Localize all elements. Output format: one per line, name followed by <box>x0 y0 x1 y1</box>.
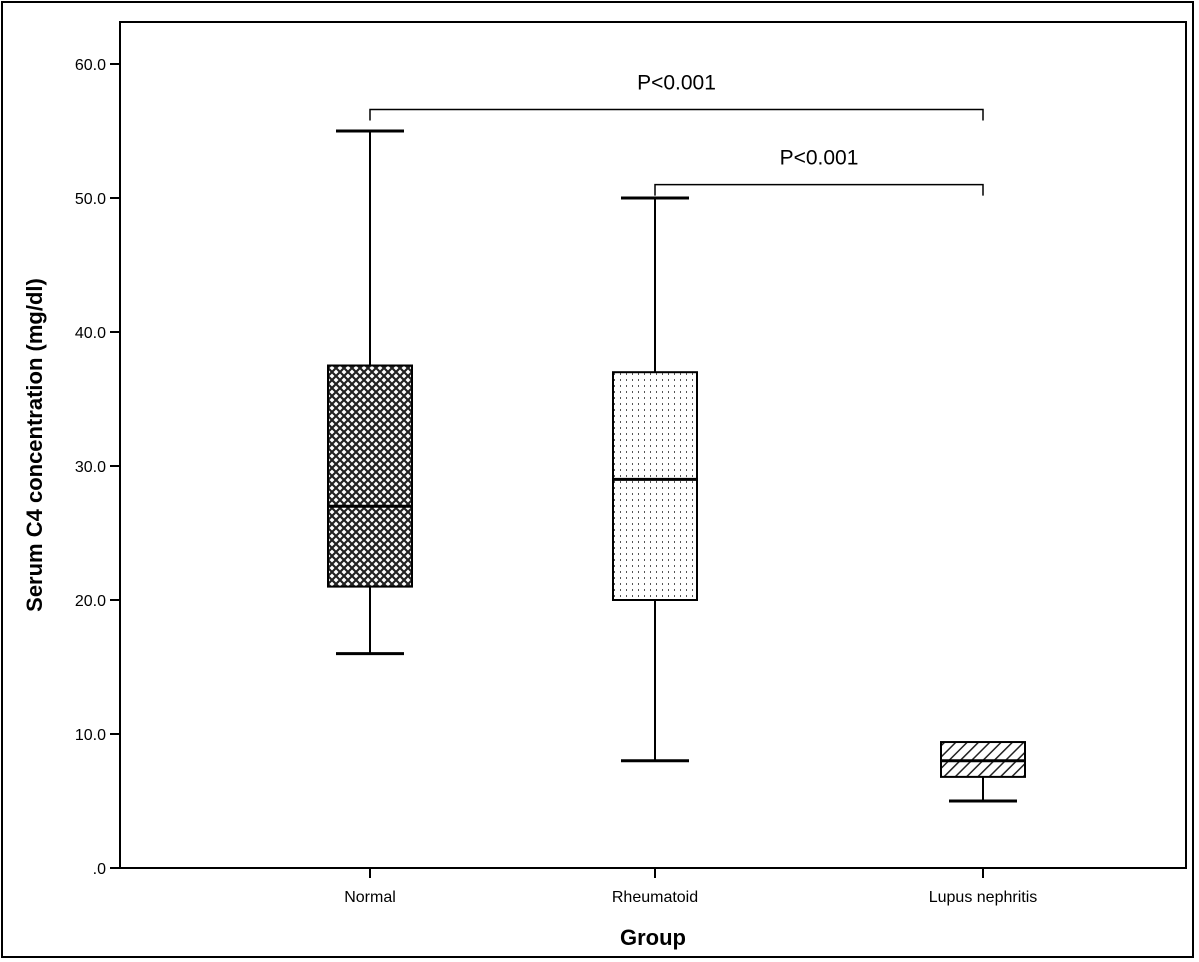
plot-area <box>119 21 1187 869</box>
x-tick-label: Normal <box>344 889 396 906</box>
y-axis: .0 10.0 20.0 30.0 40.0 50.0 60.0 <box>75 57 120 878</box>
box-rheumatoid <box>612 196 698 763</box>
significance-annotations: P<0.001 P<0.001 <box>369 72 984 196</box>
x-axis: Normal Rheumatoid Lupus nephritis <box>344 868 1037 906</box>
box-iqr <box>327 364 413 588</box>
x-axis-title: Group <box>620 925 686 950</box>
y-tick-label: 20.0 <box>75 593 106 610</box>
significance-bracket: P<0.001 <box>369 72 984 121</box>
significance-bracket: P<0.001 <box>654 147 984 196</box>
box-series <box>327 129 1026 803</box>
y-tick-label: 40.0 <box>75 325 106 342</box>
x-tick-label: Rheumatoid <box>612 889 698 906</box>
bracket-line <box>369 108 984 121</box>
p-value-label: P<0.001 <box>780 147 859 170</box>
p-value-label: P<0.001 <box>637 72 716 95</box>
x-tick-label: Lupus nephritis <box>929 889 1038 906</box>
box-lupus-nephritis <box>940 741 1026 803</box>
y-tick-label: 10.0 <box>75 727 106 744</box>
bracket-line <box>654 183 984 196</box>
box-iqr <box>612 371 698 602</box>
y-tick-label: .0 <box>93 861 106 878</box>
box-normal <box>327 129 413 656</box>
y-tick-label: 50.0 <box>75 191 106 208</box>
y-tick-label: 60.0 <box>75 57 106 74</box>
y-tick-label: 30.0 <box>75 459 106 476</box>
y-axis-title: Serum C4 concentration (mg/dl) <box>22 278 47 612</box>
